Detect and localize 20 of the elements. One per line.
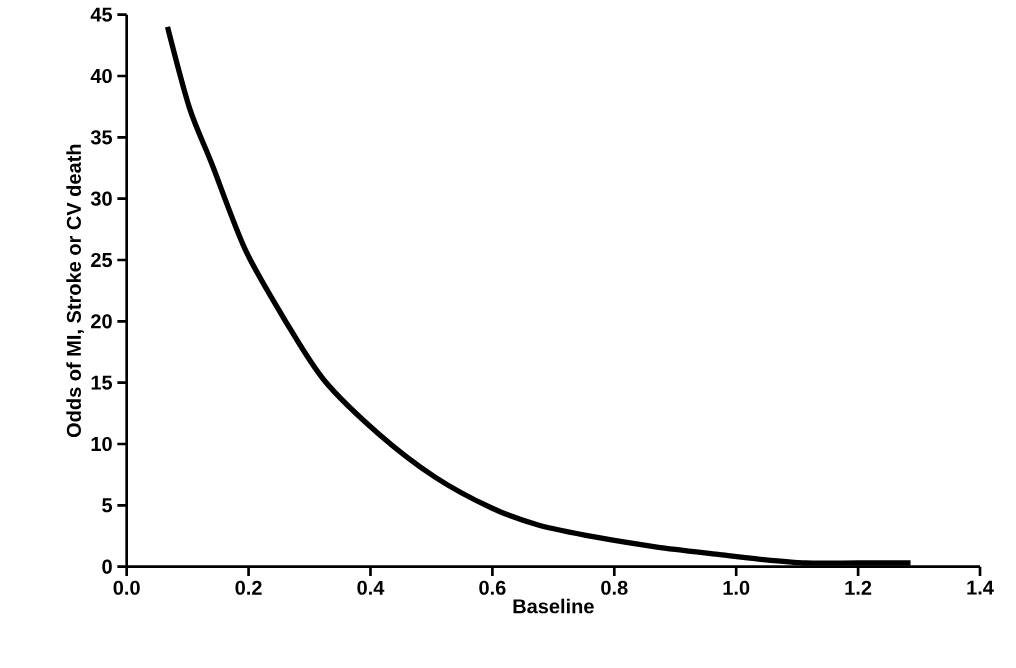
y-tick-label: 0 [102, 559, 112, 574]
x-tick-label: 0.0 [113, 580, 140, 595]
y-tick-label: 20 [91, 314, 112, 329]
y-tick-label: 45 [90, 7, 113, 22]
y-tick-label: 15 [91, 375, 113, 390]
y-tick-label: 35 [90, 130, 113, 145]
x-tick-label: 0.4 [357, 580, 385, 595]
x-tick-label: 1.2 [845, 580, 872, 595]
x-tick-label: 1.4 [967, 580, 994, 595]
y-tick-label: 30 [90, 191, 112, 206]
y-tick-label: 5 [102, 498, 113, 513]
x-axis-title: Baseline [513, 598, 594, 614]
y-tick-label: 25 [91, 252, 113, 268]
x-tick-label: 0.6 [479, 580, 506, 595]
x-tick-label: 1.0 [723, 580, 750, 595]
y-axis-title: Odds of MI, Stroke or CV death [66, 144, 84, 438]
x-tick-label: 0.2 [235, 580, 262, 595]
y-tick-label: 10 [91, 436, 112, 452]
x-tick-label: 0.8 [601, 580, 628, 595]
y-tick-label: 40 [90, 68, 112, 84]
